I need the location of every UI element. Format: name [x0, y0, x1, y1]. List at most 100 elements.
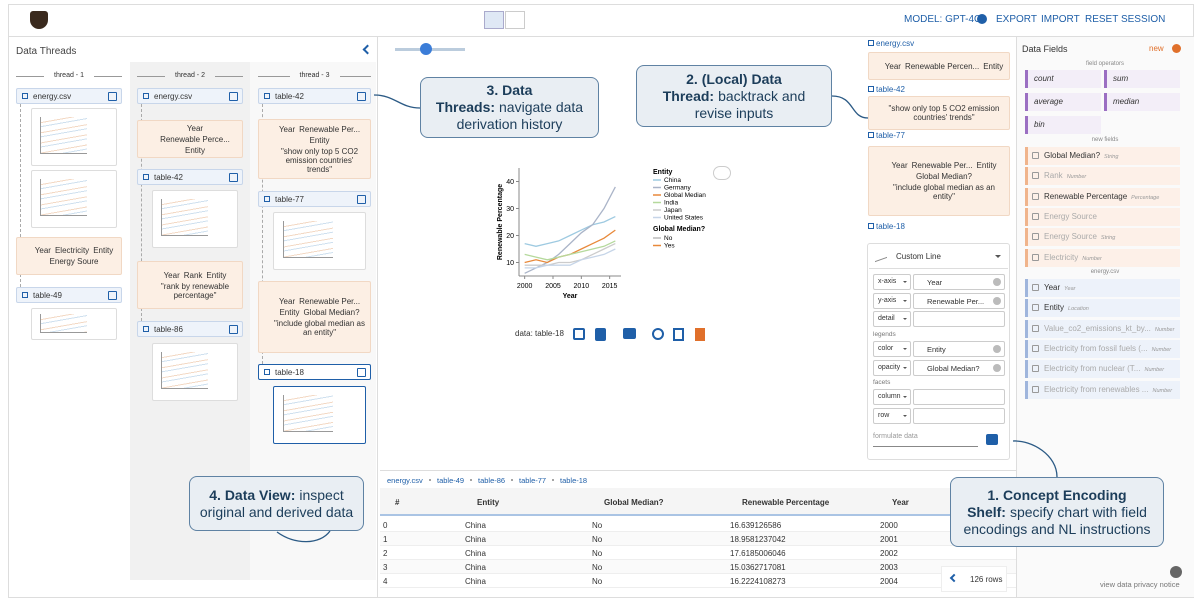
grid-view-toggle[interactable]	[505, 11, 525, 29]
table-node[interactable]: table-49	[16, 287, 122, 303]
zoom-handle[interactable]	[420, 43, 432, 55]
table-node[interactable]: table-86	[137, 321, 243, 337]
chart-thumbnail[interactable]	[273, 386, 366, 444]
channel-label[interactable]: color	[873, 341, 911, 357]
table-node[interactable]: energy.csv	[16, 88, 122, 104]
trigger-card[interactable]: Year Renewable Perce... Entity	[137, 120, 243, 158]
header-action[interactable]: IMPORT	[1041, 14, 1080, 25]
header-action[interactable]: RESET SESSION	[1085, 14, 1166, 25]
chart-menu[interactable]	[713, 166, 731, 180]
remove-icon[interactable]	[993, 363, 1001, 372]
table-node[interactable]: table-18	[258, 364, 371, 380]
chart-thumbnail[interactable]	[31, 308, 117, 340]
field-operator[interactable]: sum	[1104, 70, 1180, 88]
derive-icon[interactable]	[357, 195, 366, 204]
chart-thumbnail[interactable]	[273, 212, 366, 270]
field-item[interactable]: Energy Source	[1025, 207, 1180, 226]
table-node[interactable]: table-77	[868, 131, 1010, 141]
column-header[interactable]: Global Median?	[604, 498, 664, 507]
trigger-card[interactable]: Year Renewable Per... Entity Global Median?…	[258, 281, 371, 353]
field-item[interactable]: Year Year	[1025, 279, 1180, 297]
derive-icon[interactable]	[357, 368, 366, 377]
info-icon[interactable]	[1170, 566, 1182, 578]
field-operator[interactable]: median	[1104, 93, 1180, 111]
channel-label[interactable]: x-axis	[873, 274, 911, 290]
field-item[interactable]: Electricity from renewables ... Number	[1025, 380, 1180, 399]
duplicate-button[interactable]	[673, 328, 684, 341]
chat-button[interactable]	[623, 328, 636, 339]
channel-label[interactable]: opacity	[873, 359, 911, 376]
trigger-card[interactable]: Year Electricity Entity Energy Soure	[16, 237, 122, 275]
formula-input[interactable]: formulate data	[873, 433, 978, 447]
code-button[interactable]	[573, 328, 585, 340]
trigger-card[interactable]: Year Rank Entity "rank by renewable percent…	[137, 261, 243, 309]
chart-thumbnail[interactable]	[152, 343, 238, 401]
field-operator[interactable]: average	[1025, 93, 1101, 111]
field-item[interactable]: Electricity from nuclear (T... Number	[1025, 360, 1180, 379]
field-slot[interactable]	[913, 389, 1005, 405]
model-selector[interactable]: MODEL: GPT-4O	[904, 14, 982, 25]
table-node[interactable]: table-42	[137, 169, 243, 185]
header-action[interactable]: EXPORT	[996, 14, 1037, 25]
field-item[interactable]: Renewable Percentage Percentage	[1025, 187, 1180, 206]
derive-icon[interactable]	[357, 92, 366, 101]
breadcrumb-link[interactable]: table-77	[519, 476, 547, 485]
chart-thumbnail[interactable]	[152, 190, 238, 248]
field-item[interactable]: Energy Source String	[1025, 228, 1180, 247]
derive-icon[interactable]	[229, 92, 238, 101]
field-item[interactable]: Global Median? String	[1025, 147, 1180, 165]
column-header[interactable]: #	[395, 498, 400, 507]
breadcrumb-link[interactable]: energy.csv	[387, 476, 423, 485]
trigger-card[interactable]: Year Renewable Per... Entity Global Median?…	[868, 146, 1010, 216]
trigger-card[interactable]: Year Renewable Per... Entity "show only top…	[258, 119, 371, 179]
channel-label[interactable]: y-axis	[873, 292, 911, 309]
table-node[interactable]: energy.csv	[137, 88, 243, 104]
breadcrumb-link[interactable]: table-49	[437, 476, 465, 485]
explain-button[interactable]	[595, 328, 606, 341]
field-item[interactable]: Electricity Number	[1025, 248, 1180, 267]
table-node[interactable]: table-42	[258, 88, 371, 104]
privacy-link[interactable]: view data privacy notice	[1100, 580, 1180, 589]
chart-thumbnail[interactable]	[31, 170, 117, 228]
table-node[interactable]: table-18	[868, 222, 1010, 232]
field-item[interactable]: Rank Number	[1025, 167, 1180, 186]
delete-button[interactable]	[695, 328, 705, 341]
settings-icon[interactable]	[977, 14, 987, 24]
field-slot[interactable]	[913, 407, 1005, 424]
field-slot[interactable]	[913, 311, 1005, 327]
table-node[interactable]: table-77	[258, 191, 371, 207]
field-operator[interactable]: count	[1025, 70, 1101, 88]
field-slot[interactable]: Entity	[913, 341, 1005, 357]
new-field-icon[interactable]	[1172, 44, 1181, 53]
remove-icon[interactable]	[993, 345, 1001, 353]
field-operator[interactable]: bin	[1025, 116, 1101, 134]
star-button[interactable]	[652, 328, 664, 340]
chart-thumbnail[interactable]	[31, 108, 117, 166]
derive-icon[interactable]	[108, 291, 117, 300]
breadcrumb-link[interactable]: table-18	[560, 476, 588, 485]
remove-icon[interactable]	[993, 278, 1001, 286]
table-node[interactable]: energy.csv	[868, 39, 1010, 49]
column-header[interactable]: Year	[892, 498, 909, 507]
remove-icon[interactable]	[993, 296, 1001, 305]
field-slot[interactable]: Renewable Per...	[913, 292, 1005, 309]
new-field-button[interactable]: new	[1149, 44, 1164, 53]
column-header[interactable]: Entity	[477, 498, 500, 507]
derive-icon[interactable]	[229, 325, 238, 334]
derive-icon[interactable]	[108, 92, 117, 101]
trigger-card[interactable]: Year Renewable Percen... Entity	[868, 52, 1010, 80]
chart-type-select[interactable]: Custom Line	[896, 252, 941, 261]
field-slot[interactable]: Global Median?	[913, 359, 1005, 376]
field-item[interactable]: Entity Location	[1025, 299, 1180, 318]
channel-label[interactable]: detail	[873, 311, 911, 327]
channel-label[interactable]: column	[873, 389, 911, 405]
trigger-card[interactable]: "show only top 5 CO2 emission countries'…	[868, 96, 1010, 130]
field-item[interactable]: Value_co2_emissions_kt_by... Number	[1025, 319, 1180, 338]
table-node[interactable]: table-42	[868, 85, 1010, 95]
field-slot[interactable]: Year	[913, 274, 1005, 290]
breadcrumb-link[interactable]: table-86	[478, 476, 506, 485]
channel-label[interactable]: row	[873, 407, 911, 424]
field-item[interactable]: Electricity from fossil fuels (... Number	[1025, 339, 1180, 358]
list-view-toggle[interactable]	[484, 11, 504, 29]
column-header[interactable]: Renewable Percentage	[742, 498, 830, 507]
